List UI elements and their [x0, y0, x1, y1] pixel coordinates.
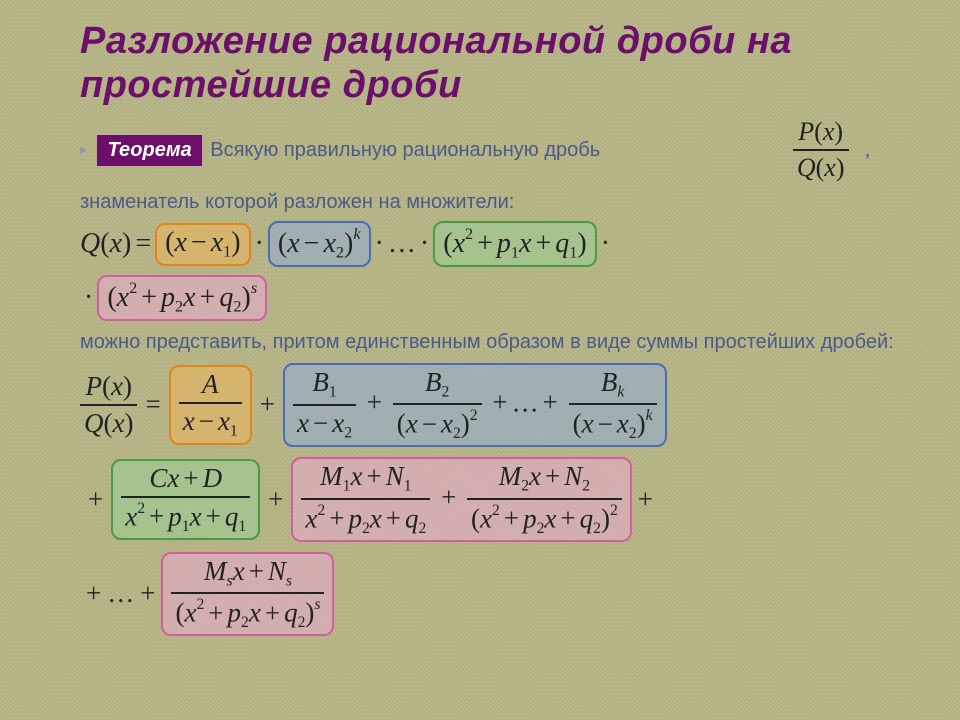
decomp-line-3: + … + Msx+Ns (x2+p2x+q2)s [80, 552, 900, 636]
factor-linear: (x−x1) [155, 223, 250, 266]
bullet-icon: ▸ [80, 141, 87, 157]
frac-p-over-q: P(x) Q(x) [80, 371, 137, 439]
q-factorisation-cont: · (x2+p2x+q2)s [80, 275, 900, 321]
intro-left: ▸ Теорема Всякую правильную рациональную… [80, 135, 600, 166]
theorem-intro: ▸ Теорема Всякую правильную рациональную… [80, 117, 900, 183]
term-B-series: B1 x−x2 + B2 (x−x2)2 +…+ Bk (x−x2)k [283, 363, 667, 447]
term-MN-series-1: M1x+N1 x2+p2x+q2 + M2x+N2 (x2+p2x+q2)2 [291, 457, 631, 541]
intro-comma: , [865, 139, 870, 161]
factor-linear-power: (x−x2)k [268, 221, 371, 267]
decomp-line-1: P(x) Q(x) = A x−x1 + B1 x−x2 + B2 (x−x2)… [80, 363, 900, 447]
factor-quadratic-power: (x2+p2x+q2)s [97, 275, 267, 321]
mid-text: можно представить, притом единственным о… [80, 329, 900, 355]
title-line-2: простейшие дроби [80, 64, 462, 106]
factor-quadratic: (x2+p1x+q1) [433, 221, 597, 267]
decomp-line-2: + Cx+D x2+p1x+q1 + M1x+N1 x2+p2x+q2 + M2… [80, 457, 900, 541]
frac-p-over-q-inline: P(x) Q(x) , [793, 117, 870, 183]
term-CD: Cx+D x2+p1x+q1 [111, 459, 260, 540]
theorem-badge: Теорема [97, 135, 201, 166]
q-factorisation: Q(x) = (x−x1) · (x−x2)k ·…· (x2+p1x+q1) … [80, 221, 900, 267]
page-title: Разложение рациональной дроби на простей… [80, 20, 900, 107]
intro-text-2: знаменатель которой разложен на множител… [80, 189, 900, 215]
term-A: A x−x1 [169, 365, 252, 444]
title-line-1: Разложение рациональной дроби на [80, 20, 792, 62]
slide: Разложение рациональной дроби на простей… [0, 0, 960, 664]
intro-text-1: Всякую правильную рациональную дробь [210, 139, 600, 161]
term-MN-series-last: Msx+Ns (x2+p2x+q2)s [161, 552, 334, 636]
